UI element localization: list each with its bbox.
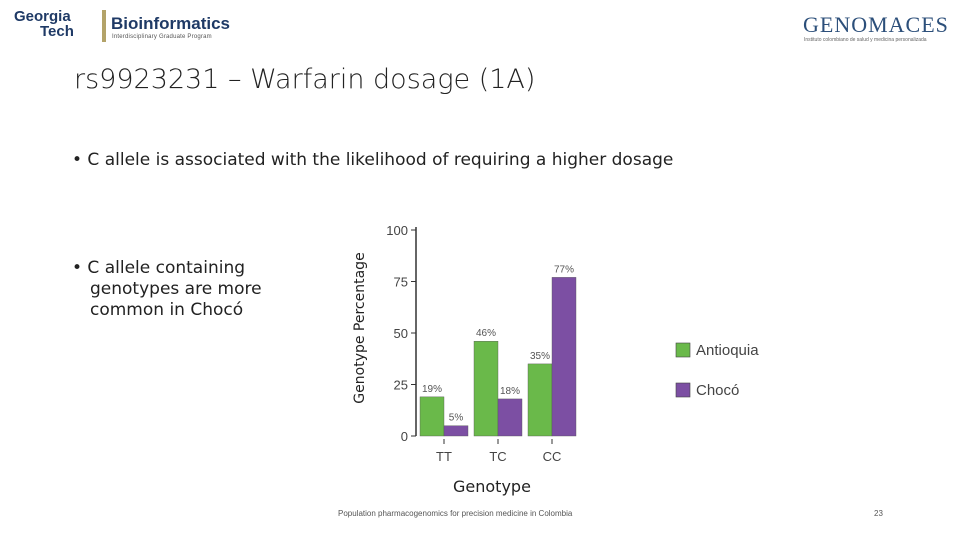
data-label: 18% (500, 386, 520, 397)
page-number: 23 (874, 509, 883, 518)
logo-georgia-text: Georgia (14, 8, 71, 25)
data-label: 35% (530, 351, 550, 362)
bar-tc-antioquia (473, 341, 499, 437)
bar-cc-antioquia (527, 363, 553, 437)
bar-cc-choco (551, 277, 577, 437)
georgia-tech-bioinformatics-logo: Georgia Tech Bioinformatics Interdiscipl… (14, 8, 231, 44)
bullet-1: • C allele is associated with the likeli… (72, 150, 674, 170)
logo-divider (102, 10, 106, 42)
x-tick-label: CC (543, 449, 562, 464)
slide-title: rs9923231 – Warfarin dosage (1A) (74, 64, 536, 95)
data-label: 5% (449, 413, 464, 424)
bar-tc-choco (497, 398, 523, 437)
bar-tt-antioquia (419, 396, 445, 437)
legend-label: Chocó (696, 382, 739, 399)
logo-tech-text: Tech (40, 23, 74, 40)
y-tick-label: 100 (386, 223, 408, 238)
genomaces-subtitle: Instituto colombiano de salud y medicina… (804, 37, 927, 43)
x-axis-label: Genotype (453, 477, 531, 496)
data-label: 77% (554, 264, 574, 275)
x-tick-label: TT (436, 449, 452, 464)
y-tick-label: 50 (394, 326, 408, 341)
genotype-bar-chart: 0 25 50 75 100 19% 5% TT 46% 18% TC 35% 77% CC Antioqu… (386, 223, 759, 464)
logo-subtitle: Interdisciplinary Graduate Program (112, 34, 212, 40)
legend-label: Antioquia (696, 342, 759, 359)
footer-text: Population pharmacogenomics for precisio… (338, 509, 573, 518)
bullet-2: • C allele containing genotypes are more… (72, 258, 262, 320)
bullet-2-container: • C allele containing genotypes are more… (72, 258, 312, 321)
genomaces-logo: GENOMACES Instituto colombiano de salud … (800, 10, 950, 44)
legend-swatch-antioquia (675, 342, 691, 358)
data-label: 19% (422, 384, 442, 395)
logo-bioinformatics-text: Bioinformatics (111, 14, 231, 33)
data-label: 46% (476, 328, 496, 339)
bar-tt-choco (443, 425, 469, 437)
y-tick-label: 0 (401, 429, 408, 444)
x-tick-label: TC (489, 449, 506, 464)
legend-swatch-choco (675, 382, 691, 398)
y-tick-label: 75 (394, 275, 408, 290)
genomaces-wordmark: GENOMACES (803, 12, 949, 37)
y-tick-label: 25 (394, 378, 408, 393)
